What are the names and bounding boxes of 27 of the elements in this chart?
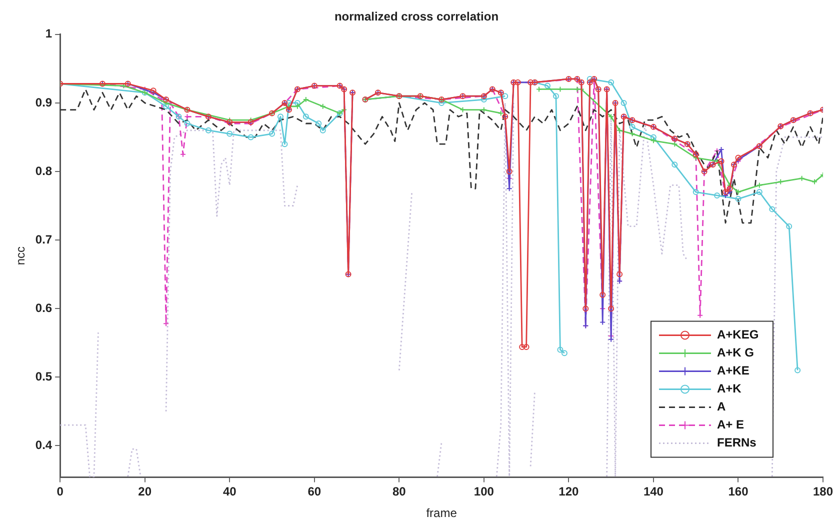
legend-label: A+KEG xyxy=(717,328,759,342)
x-tick-label: 40 xyxy=(222,484,237,499)
legend-label: A xyxy=(717,400,726,414)
x-axis-title: frame xyxy=(426,506,458,520)
x-tick-label: 160 xyxy=(728,484,749,499)
y-tick-label: 0.8 xyxy=(35,164,52,178)
x-tick-label: 100 xyxy=(474,484,494,499)
legend-label: A+ E xyxy=(717,418,744,432)
x-tick-label: 80 xyxy=(392,484,406,499)
legend-label: A+K G xyxy=(717,346,754,360)
x-tick-label: 0 xyxy=(56,484,64,499)
y-tick-label: 0.5 xyxy=(35,369,52,384)
x-tick-label: 180 xyxy=(812,484,834,499)
legend-label: A+KE xyxy=(717,364,750,378)
x-tick-label: 140 xyxy=(643,484,664,499)
x-tick-label: 20 xyxy=(138,484,152,499)
legend-label: A+K xyxy=(717,382,742,396)
y-tick-label: 0.7 xyxy=(35,232,52,246)
legend-label: FERNs xyxy=(717,436,757,450)
y-tick-label: 1 xyxy=(45,26,52,41)
chart-title: normalized cross correlation xyxy=(334,10,499,24)
x-tick-label: 60 xyxy=(308,484,322,499)
y-tick-label: 0.6 xyxy=(35,300,52,315)
y-tick-label: 0.9 xyxy=(35,95,52,110)
y-tick-label: 0.4 xyxy=(35,438,52,452)
y-axis-title: ncc xyxy=(14,246,28,266)
x-tick-label: 120 xyxy=(558,484,580,499)
